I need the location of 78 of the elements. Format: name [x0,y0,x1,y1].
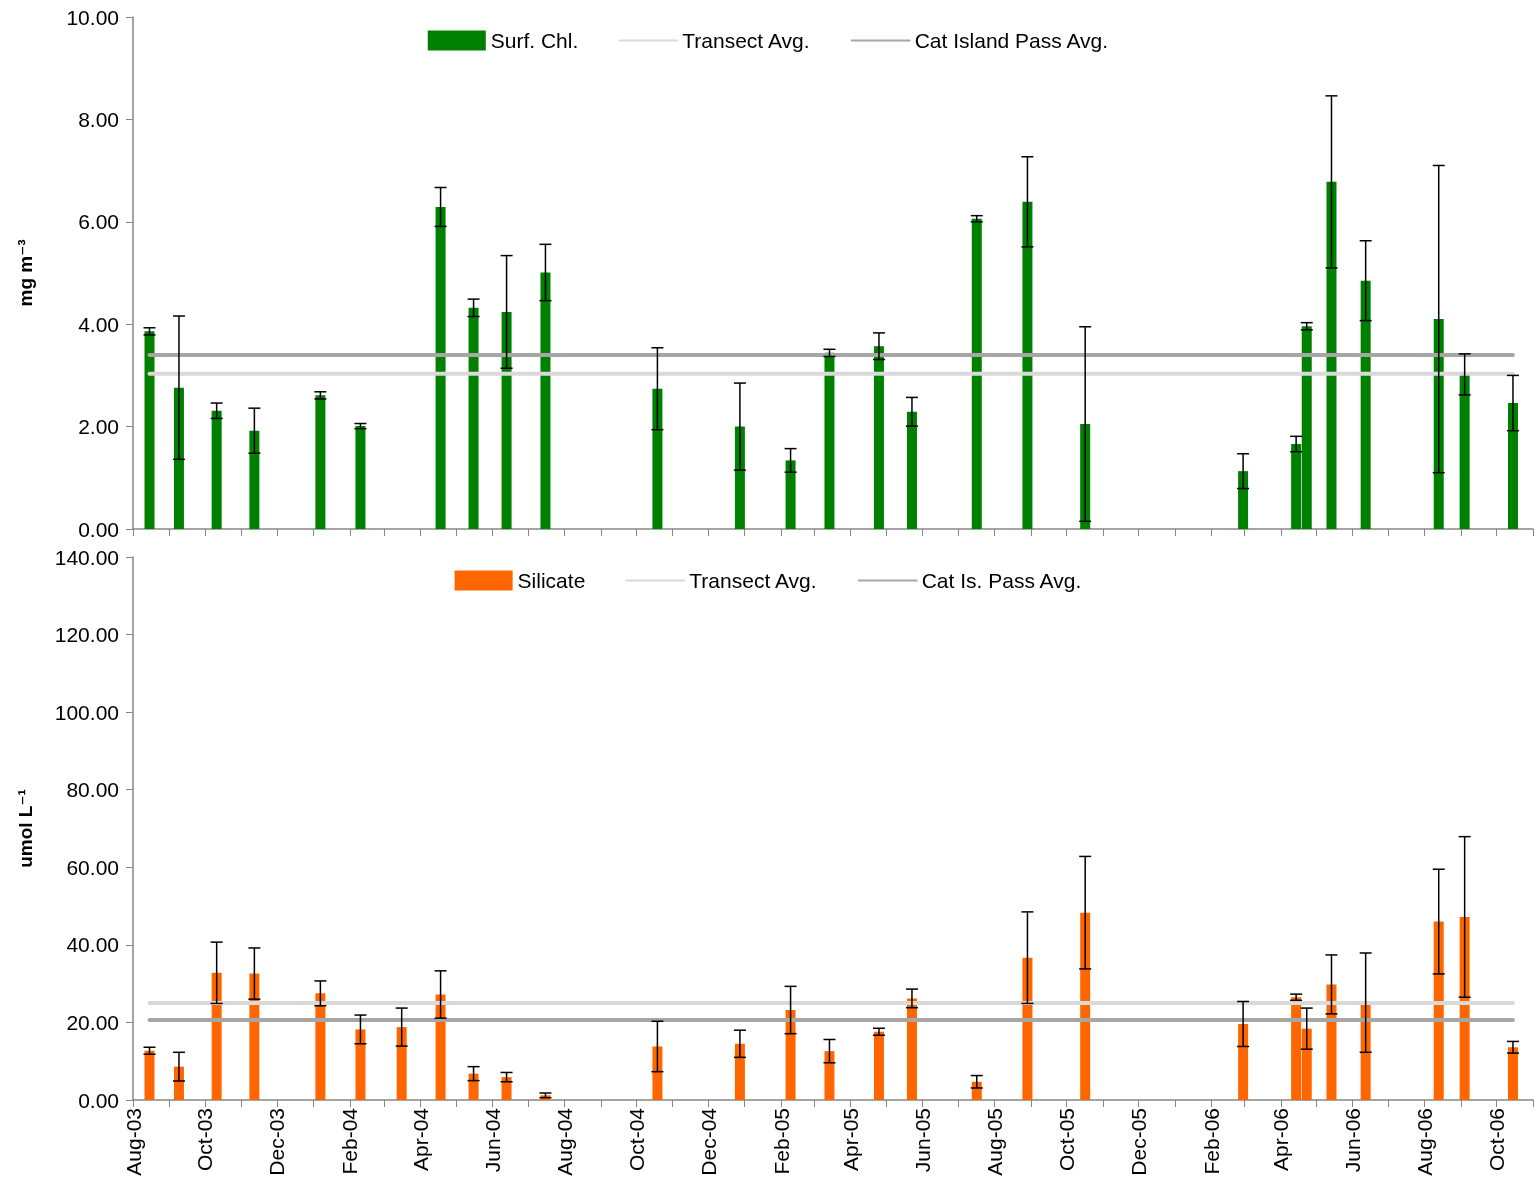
bar [1326,984,1337,1100]
bar [1326,181,1337,529]
x-tick-label: Feb-04 [338,1107,362,1175]
legend-label: Cat Is. Pass Avg. [921,569,1082,592]
bar [315,395,326,529]
x-tick-label: Oct-03 [193,1108,217,1172]
bar [144,331,155,529]
y-tick-label: 20.00 [66,1010,119,1034]
x-tick-label: Apr-05 [839,1108,863,1172]
x-tick-label: Aug-05 [982,1108,1006,1176]
bar [906,411,917,529]
bar [1507,1047,1518,1100]
bar [355,426,366,529]
bar [249,973,260,1100]
y-tick-label: 140.00 [54,545,119,569]
legend-label: Transect Avg. [682,29,810,52]
x-tick-label: Oct-05 [1054,1108,1078,1172]
bar [785,1010,796,1100]
x-tick-label: Oct-06 [1484,1108,1508,1172]
bar [971,218,982,529]
bar [1238,1023,1249,1100]
x-tick-label: Jun-06 [1341,1108,1365,1173]
x-tick-label: Apr-04 [409,1107,433,1172]
bar [249,430,260,529]
y-tick-label: 60.00 [66,855,119,879]
x-tick-label: Dec-03 [265,1108,289,1176]
x-tick-label: Feb-06 [1199,1108,1223,1175]
bar [1507,403,1518,529]
legend-label: Silicate [517,569,586,592]
x-tick-label: Jun-04 [480,1107,504,1173]
bar [1459,374,1470,529]
bar [144,1050,155,1100]
x-tick-label: Dec-05 [1126,1108,1150,1176]
bar [468,307,479,529]
y-tick-label: 120.00 [54,623,119,647]
bar [501,311,512,529]
bar [435,206,446,529]
y-tick-label: 0.00 [78,517,119,541]
legend-label: Transect Avg. [689,569,817,592]
legend-label: Surf. Chl. [490,29,579,52]
bar [540,272,551,529]
bar [396,1027,407,1100]
y-tick-label: 0.00 [78,1088,119,1112]
x-tick-label: Aug-03 [121,1108,145,1176]
bar [652,1046,663,1100]
y-tick-label: 8.00 [78,107,119,131]
bar [211,410,222,529]
bar [652,388,663,529]
legend-label: Cat Island Pass Avg. [914,29,1109,52]
bar [734,1043,745,1100]
bar [355,1029,366,1100]
bar [1238,471,1249,529]
y-axis-title: umol L⁻¹ [15,789,36,868]
y-tick-label: 4.00 [78,312,119,336]
y-tick-label: 100.00 [54,700,119,724]
y-tick-label: 80.00 [66,778,119,802]
y-tick-label: 40.00 [66,933,119,957]
bar [1022,957,1033,1100]
bar [1360,280,1371,529]
y-axis-title: mg m⁻³ [15,239,36,307]
bar [1022,201,1033,529]
bar [1433,921,1444,1100]
bar [468,1073,479,1100]
x-tick-label: Aug-04 [552,1107,576,1176]
x-tick-label: Aug-06 [1413,1108,1437,1176]
x-tick-label: Feb-05 [769,1108,793,1175]
bar [873,1031,884,1100]
x-tick-label: Dec-04 [696,1107,720,1176]
bar [873,346,884,529]
y-tick-label: 6.00 [78,210,119,234]
y-tick-label: 2.00 [78,415,119,439]
bar [785,460,796,529]
y-tick-label: 10.00 [66,5,119,29]
bar [211,972,222,1100]
x-tick-label: Jun-05 [911,1108,935,1173]
x-tick-label: Oct-04 [624,1107,648,1172]
bar [824,1051,835,1100]
x-tick-label: Apr-06 [1269,1108,1293,1172]
